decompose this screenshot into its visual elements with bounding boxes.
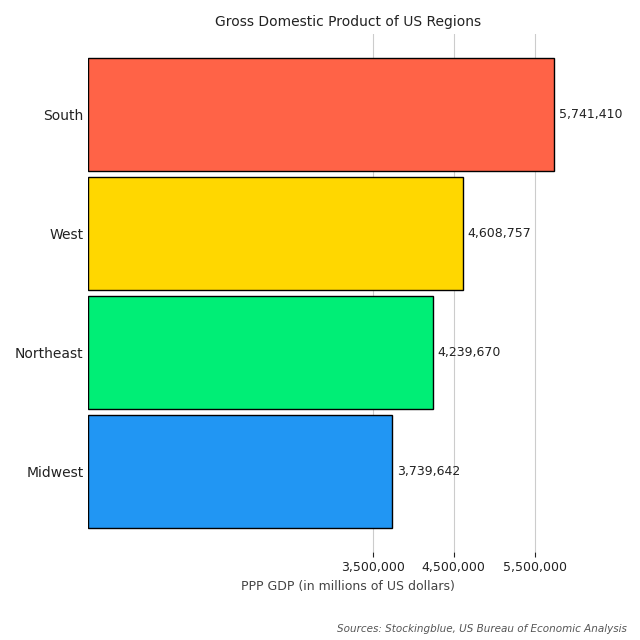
Bar [88,58,554,171]
Bar [88,177,463,290]
Text: 4,239,670: 4,239,670 [437,346,501,359]
Text: 5,741,410: 5,741,410 [559,108,623,121]
Text: 3,739,642: 3,739,642 [397,465,460,478]
Text: Sources: Stockingblue, US Bureau of Economic Analysis: Sources: Stockingblue, US Bureau of Econ… [337,623,627,634]
Bar [88,415,392,528]
Text: 4,608,757: 4,608,757 [467,227,531,240]
X-axis label: PPP GDP (in millions of US dollars): PPP GDP (in millions of US dollars) [241,580,455,593]
Bar [88,296,433,409]
Title: Gross Domestic Product of US Regions: Gross Domestic Product of US Regions [215,15,481,29]
